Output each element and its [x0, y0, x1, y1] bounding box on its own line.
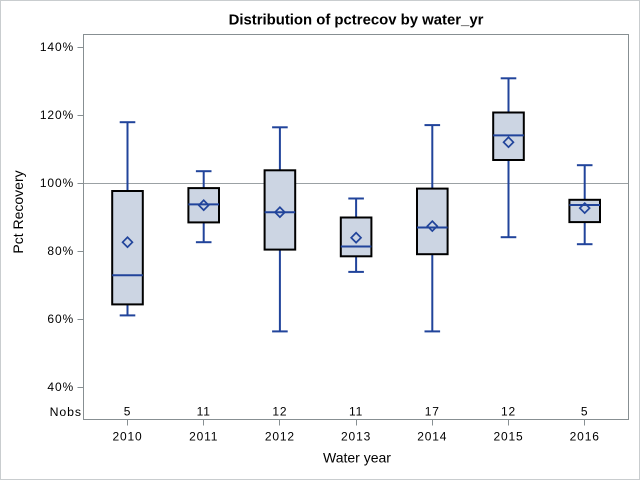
- svg-text:2016: 2016: [570, 430, 600, 444]
- svg-text:2012: 2012: [265, 430, 295, 444]
- svg-text:40%: 40%: [47, 380, 74, 394]
- svg-text:80%: 80%: [47, 244, 74, 258]
- svg-text:100%: 100%: [40, 176, 74, 190]
- svg-text:2010: 2010: [112, 430, 142, 444]
- svg-text:2011: 2011: [189, 430, 218, 444]
- svg-text:11: 11: [349, 405, 363, 419]
- svg-text:12: 12: [501, 405, 516, 419]
- svg-text:140%: 140%: [40, 40, 74, 54]
- svg-text:Nobs: Nobs: [50, 405, 82, 419]
- svg-text:11: 11: [197, 405, 211, 419]
- svg-text:12: 12: [272, 405, 287, 419]
- svg-text:5: 5: [124, 405, 132, 419]
- svg-text:2015: 2015: [493, 430, 523, 444]
- svg-text:17: 17: [425, 405, 440, 419]
- svg-text:Distribution of pctrecov by wa: Distribution of pctrecov by water_yr: [229, 13, 484, 29]
- svg-text:2013: 2013: [341, 430, 371, 444]
- svg-text:2014: 2014: [417, 430, 447, 444]
- svg-text:60%: 60%: [47, 312, 74, 326]
- svg-text:Water year: Water year: [323, 450, 391, 466]
- svg-text:Pct Recovery: Pct Recovery: [10, 170, 26, 253]
- svg-text:5: 5: [581, 405, 589, 419]
- svg-text:120%: 120%: [40, 108, 74, 122]
